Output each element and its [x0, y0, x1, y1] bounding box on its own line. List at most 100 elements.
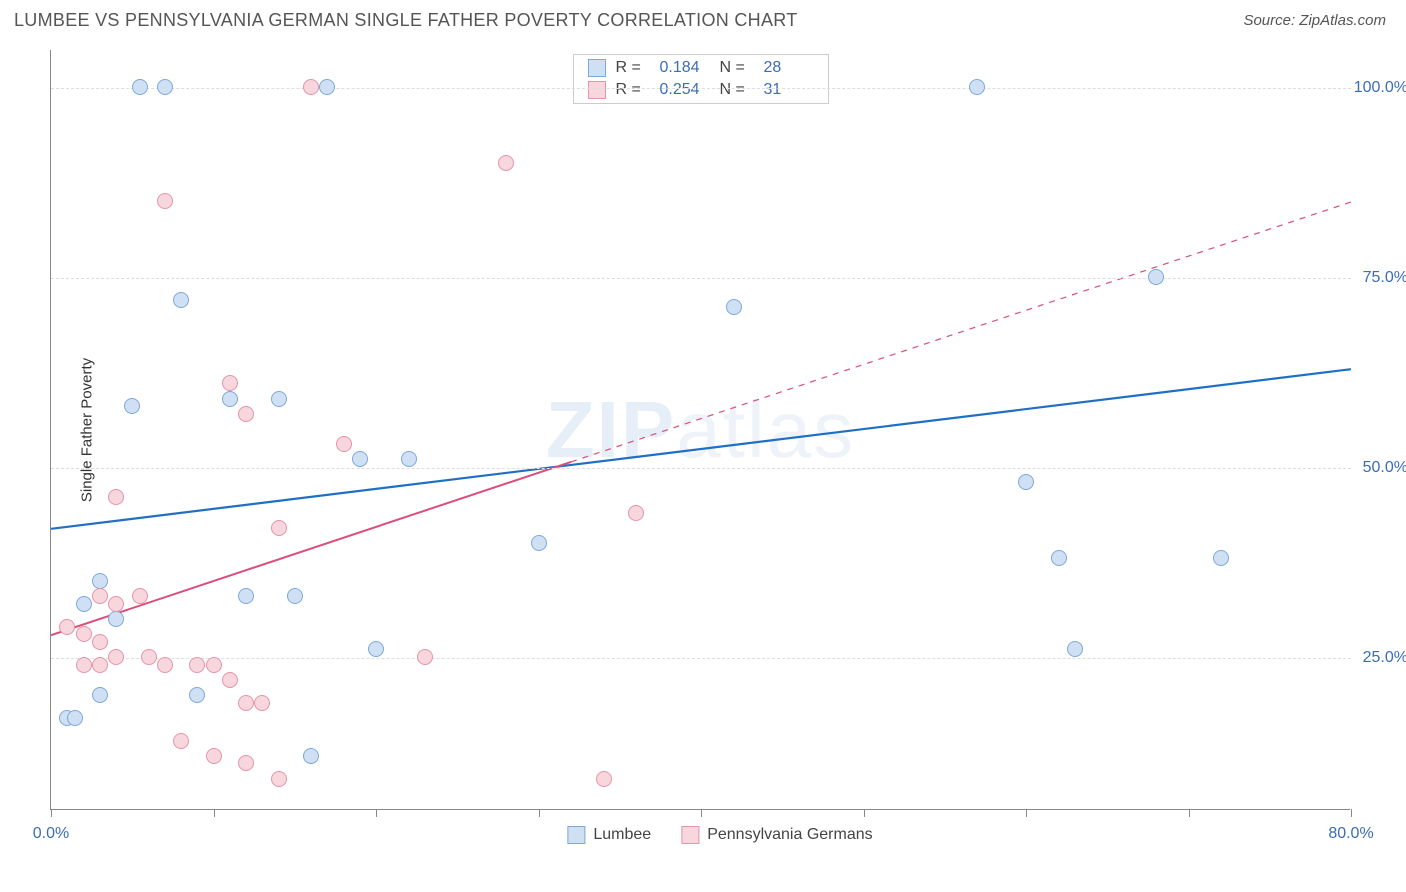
- legend-row: R = 0.184 N = 28: [574, 57, 828, 79]
- data-point: [238, 406, 254, 422]
- data-point: [206, 657, 222, 673]
- data-point: [92, 634, 108, 650]
- data-point: [59, 619, 75, 635]
- data-point: [336, 436, 352, 452]
- data-point: [76, 657, 92, 673]
- data-point: [1051, 550, 1067, 566]
- data-point: [254, 695, 270, 711]
- data-point: [303, 79, 319, 95]
- legend-swatch: [681, 826, 699, 844]
- gridline: [51, 468, 1351, 469]
- y-tick-label: 100.0%: [1354, 79, 1406, 97]
- data-point: [173, 733, 189, 749]
- data-point: [189, 657, 205, 673]
- y-tick-label: 25.0%: [1363, 649, 1406, 667]
- data-point: [132, 79, 148, 95]
- data-point: [141, 649, 157, 665]
- data-point: [1213, 550, 1229, 566]
- chart-source: Source: ZipAtlas.com: [1243, 12, 1386, 29]
- data-point: [287, 588, 303, 604]
- data-point: [401, 451, 417, 467]
- data-point: [596, 771, 612, 787]
- data-point: [222, 375, 238, 391]
- data-point: [498, 155, 514, 171]
- data-point: [92, 657, 108, 673]
- chart-title: LUMBEE VS PENNSYLVANIA GERMAN SINGLE FAT…: [14, 10, 798, 31]
- data-point: [124, 398, 140, 414]
- x-tick: [376, 809, 377, 817]
- data-point: [271, 391, 287, 407]
- series-legend: Lumbee Pennsylvania Germans: [567, 826, 872, 844]
- data-point: [319, 79, 335, 95]
- legend-item: Lumbee: [567, 826, 651, 844]
- r-value: 0.254: [660, 81, 710, 99]
- trend-line: [51, 462, 571, 635]
- data-point: [222, 672, 238, 688]
- data-point: [108, 611, 124, 627]
- data-point: [271, 520, 287, 536]
- r-label: R =: [616, 59, 650, 77]
- legend-swatch: [588, 59, 606, 77]
- n-value: 28: [764, 59, 814, 77]
- data-point: [726, 299, 742, 315]
- data-point: [238, 695, 254, 711]
- legend-label: Lumbee: [593, 826, 651, 844]
- x-tick-label: 0.0%: [33, 825, 69, 843]
- data-point: [352, 451, 368, 467]
- data-point: [92, 687, 108, 703]
- data-point: [1067, 641, 1083, 657]
- data-point: [67, 710, 83, 726]
- data-point: [157, 193, 173, 209]
- data-point: [108, 649, 124, 665]
- x-tick: [51, 809, 52, 817]
- data-point: [206, 748, 222, 764]
- data-point: [157, 79, 173, 95]
- data-point: [303, 748, 319, 764]
- data-point: [108, 489, 124, 505]
- data-point: [271, 771, 287, 787]
- plot-container: Single Father Poverty ZIPatlas R =0.184N…: [50, 50, 1390, 810]
- data-point: [1018, 474, 1034, 490]
- legend-row: R =0.254N =31: [574, 79, 828, 101]
- data-point: [76, 596, 92, 612]
- legend-swatch: [588, 81, 606, 99]
- data-point: [132, 588, 148, 604]
- data-point: [76, 626, 92, 642]
- data-point: [92, 588, 108, 604]
- data-point: [108, 596, 124, 612]
- gridline: [51, 658, 1351, 659]
- x-tick: [214, 809, 215, 817]
- data-point: [628, 505, 644, 521]
- data-point: [157, 657, 173, 673]
- trend-line: [51, 369, 1351, 529]
- data-point: [173, 292, 189, 308]
- legend-swatch: [567, 826, 585, 844]
- data-point: [531, 535, 547, 551]
- y-tick-label: 75.0%: [1363, 269, 1406, 287]
- data-point: [417, 649, 433, 665]
- data-point: [222, 391, 238, 407]
- gridline: [51, 88, 1351, 89]
- legend-label: Pennsylvania Germans: [707, 826, 872, 844]
- correlation-legend: R = 0.184 N = 28R = 0.254 N = 31: [573, 54, 829, 104]
- n-value: 31: [764, 81, 814, 99]
- x-tick: [1351, 809, 1352, 817]
- data-point: [238, 588, 254, 604]
- x-tick: [864, 809, 865, 817]
- legend-item: Pennsylvania Germans: [681, 826, 872, 844]
- data-point: [1148, 269, 1164, 285]
- x-tick-label: 80.0%: [1328, 825, 1373, 843]
- trend-line-dashed: [571, 202, 1351, 462]
- watermark: ZIPatlas: [546, 384, 855, 476]
- x-tick: [701, 809, 702, 817]
- data-point: [92, 573, 108, 589]
- r-value: 0.184: [660, 59, 710, 77]
- data-point: [238, 755, 254, 771]
- n-label: N =: [720, 59, 754, 77]
- data-point: [368, 641, 384, 657]
- n-label: N =: [720, 81, 754, 99]
- plot-area: ZIPatlas R =0.184N =28R =0.254N =31 25.0…: [50, 50, 1350, 810]
- data-point: [189, 687, 205, 703]
- x-tick: [1026, 809, 1027, 817]
- x-tick: [1189, 809, 1190, 817]
